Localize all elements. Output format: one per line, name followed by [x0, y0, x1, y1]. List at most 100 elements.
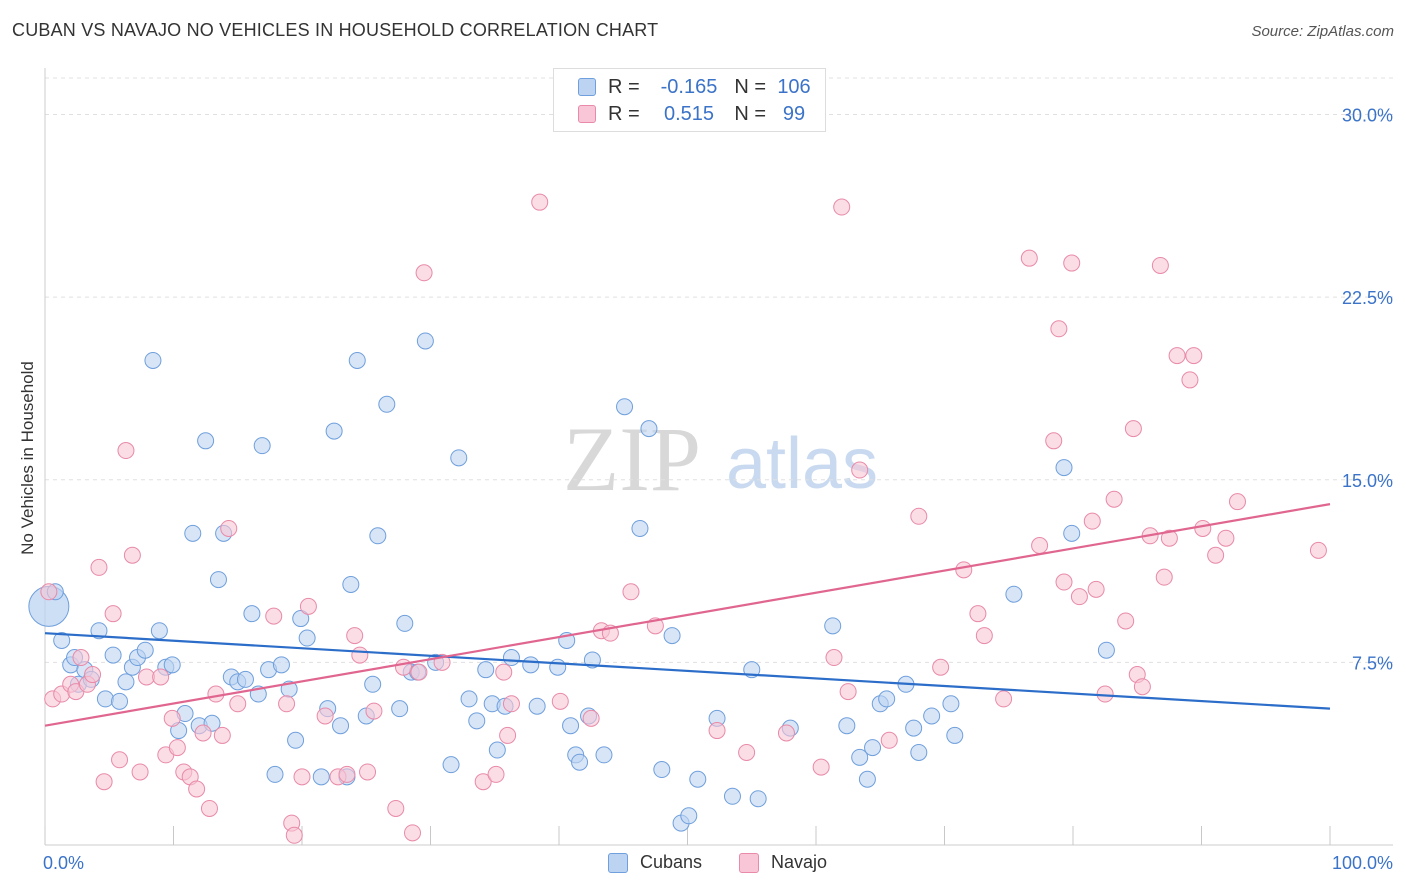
cubans-point: [942, 695, 960, 713]
navajo-point: [1063, 254, 1081, 272]
n-value-navajo: 99: [782, 102, 806, 125]
cubans-point: [442, 756, 460, 774]
navajo-point: [487, 765, 505, 783]
cubans-point: [150, 622, 168, 640]
cubans-point: [312, 768, 330, 786]
navajo-point: [95, 773, 113, 791]
navajo-point: [499, 726, 517, 744]
cubans-point: [460, 690, 478, 708]
navajo-swatch: [739, 852, 759, 873]
navajo-point: [1309, 541, 1327, 559]
cubans-point: [1097, 641, 1115, 659]
navajo-point: [404, 824, 422, 842]
cubans-point: [689, 770, 707, 788]
n-label: N =: [734, 75, 766, 98]
cubans-point: [595, 746, 613, 764]
cubans-point: [468, 712, 486, 730]
navajo-point: [1133, 678, 1151, 696]
cubans-point: [502, 649, 520, 667]
navajo-point: [123, 546, 141, 564]
cubans-point: [298, 629, 316, 647]
cubans-point: [96, 690, 114, 708]
navajo-point: [415, 264, 433, 282]
navajo-point: [213, 726, 231, 744]
navajo-point: [117, 442, 135, 460]
cubans-point: [332, 717, 350, 735]
navajo-point: [131, 763, 149, 781]
navajo-point: [502, 695, 520, 713]
cubans-point: [184, 524, 202, 542]
navajo-point: [622, 583, 640, 601]
cubans-point: [90, 622, 108, 640]
watermark-zip: ZIP: [563, 408, 701, 510]
navajo-point: [910, 507, 928, 525]
cubans-trend-line: [44, 632, 1331, 710]
cubans-point: [946, 726, 964, 744]
navajo-point: [1070, 588, 1088, 606]
navajo-point: [410, 663, 428, 681]
navajo-point: [1020, 249, 1038, 267]
cubans-point: [851, 748, 869, 766]
navajo-point: [152, 668, 170, 686]
navajo-point: [220, 519, 238, 537]
navajo-point: [188, 780, 206, 798]
cubans-point: [136, 641, 154, 659]
cubans-point: [910, 743, 928, 761]
navajo-point: [975, 627, 993, 645]
cubans-swatch: [578, 78, 596, 96]
navajo-point: [316, 707, 334, 725]
navajo-point: [278, 695, 296, 713]
cubans-point: [369, 527, 387, 545]
navajo-point: [194, 724, 212, 742]
cubans-point: [416, 332, 434, 350]
cubans-point: [631, 519, 649, 537]
navajo-point: [299, 597, 317, 615]
legend-row-cubans: R = -0.165 N = 106: [578, 74, 814, 100]
x-tick-label-max: 100.0%: [1332, 853, 1393, 873]
correlation-legend: R = -0.165 N = 106 R = 0.515 N = 99: [553, 68, 826, 132]
navajo-point: [338, 765, 356, 783]
cubans-point: [272, 656, 290, 674]
cubans-point: [653, 761, 671, 779]
cubans-point: [378, 395, 396, 413]
cubans-point: [522, 656, 540, 674]
navajo-point: [1168, 347, 1186, 365]
navajo-point: [200, 799, 218, 817]
navajo-point: [495, 663, 513, 681]
cubans-point: [905, 719, 923, 737]
cubans-point: [864, 739, 882, 757]
navajo-point: [168, 739, 186, 757]
y-tick-label: 15.0%: [1342, 471, 1393, 491]
navajo-point: [531, 193, 549, 211]
navajo-point: [777, 724, 795, 742]
cubans-point: [236, 670, 254, 688]
cubans-swatch: [608, 852, 628, 873]
cubans-point: [287, 731, 305, 749]
navajo-point: [104, 605, 122, 623]
r-value-cubans: -0.165: [660, 75, 718, 98]
navajo-point: [825, 649, 843, 667]
navajo-point: [1087, 580, 1105, 598]
navajo-point: [582, 709, 600, 727]
navajo-point: [839, 683, 857, 701]
navajo-point: [1031, 537, 1049, 555]
legend-label-navajo: Navajo: [771, 852, 828, 872]
cubans-point: [53, 631, 71, 649]
legend-row-navajo: R = 0.515 N = 99: [578, 101, 814, 127]
x-tick-label-min: 0.0%: [43, 853, 84, 873]
navajo-point: [551, 692, 569, 710]
navajo-point: [40, 583, 58, 601]
cubans-point: [396, 614, 414, 632]
cubans-point: [878, 690, 896, 708]
y-tick-label: 7.5%: [1352, 653, 1393, 673]
navajo-point: [738, 743, 756, 761]
cubans-point: [364, 675, 382, 693]
navajo-point: [84, 666, 102, 684]
cubans-point: [723, 787, 741, 805]
cubans-point: [1005, 585, 1023, 603]
navajo-point: [285, 826, 303, 844]
legend-label-cubans: Cubans: [640, 852, 703, 872]
navajo-point: [1181, 371, 1199, 389]
cubans-point: [562, 717, 580, 735]
navajo-point: [365, 702, 383, 720]
